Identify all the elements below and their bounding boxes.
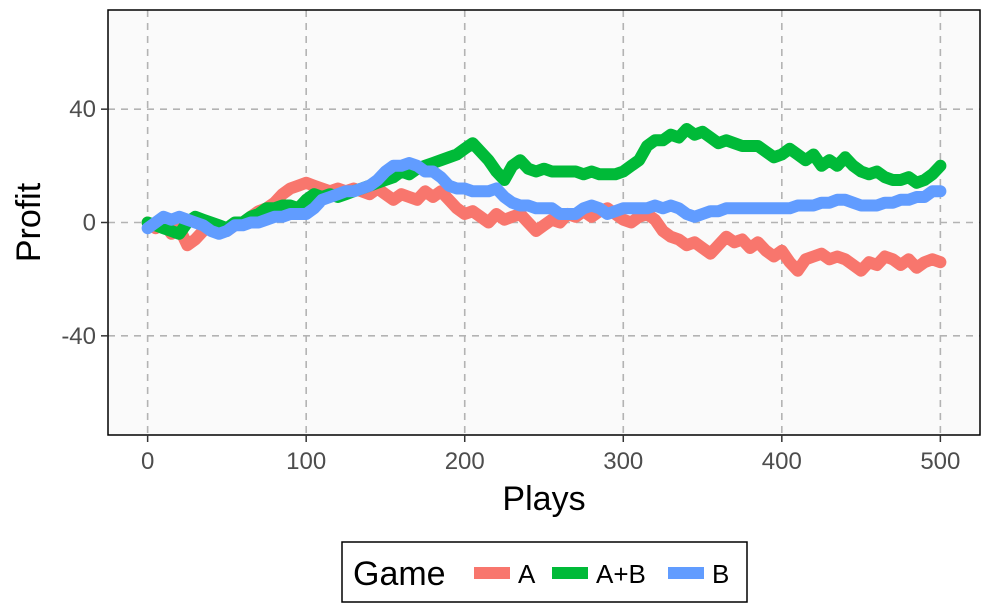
- x-tick-label: 400: [762, 448, 802, 475]
- axes: 0 100 200 300 400 500 -40 0 40: [61, 96, 960, 475]
- x-tick-label: 200: [445, 448, 485, 475]
- x-tick-label: 300: [603, 448, 643, 475]
- legend-label-a-b: A+B: [596, 559, 646, 589]
- x-tick-label: 100: [286, 448, 326, 475]
- y-tick-label: -40: [61, 323, 96, 350]
- y-tick-label: 0: [83, 210, 96, 237]
- x-tick-label: 0: [141, 448, 154, 475]
- x-axis-title: Plays: [502, 480, 585, 518]
- legend-items: A A+B B: [474, 559, 729, 589]
- series-line-a: [141, 176, 947, 277]
- series-line-a-b: [141, 123, 947, 240]
- legend-label-b: B: [712, 559, 729, 589]
- legend: Game A A+B B: [341, 541, 748, 603]
- legend-label-a: A: [518, 559, 536, 589]
- series-lines: [141, 123, 947, 277]
- y-axis-title: Profit: [10, 182, 48, 262]
- legend-title: Game: [353, 555, 446, 593]
- x-tick-label: 500: [920, 448, 960, 475]
- y-tick-label: 40: [69, 96, 96, 123]
- series-line-b: [141, 157, 947, 240]
